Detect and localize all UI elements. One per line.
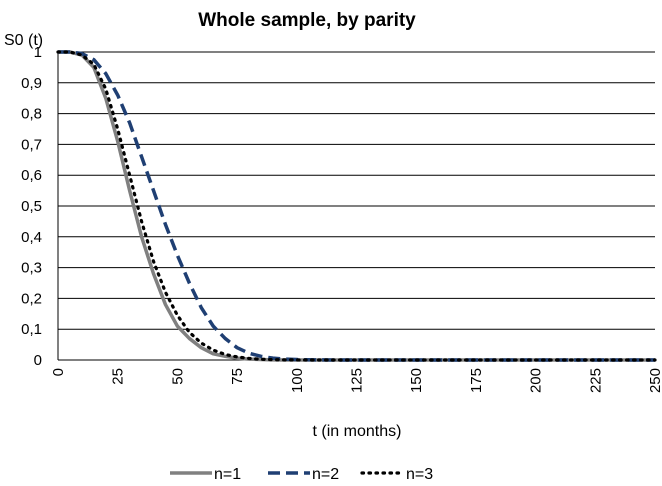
x-tick-label: 150 xyxy=(408,368,425,393)
legend-label: n=3 xyxy=(406,466,433,483)
series-lines xyxy=(56,50,657,362)
x-tick-label: 50 xyxy=(169,368,186,385)
x-axis-label: t (in months) xyxy=(313,423,402,440)
y-tick-label: 0,3 xyxy=(21,260,42,277)
x-tick-labels: 0 25 50 75 100 125 150 175 200 225 250 xyxy=(50,368,662,393)
x-tick-label: 75 xyxy=(229,368,246,385)
y-tick-label: 1 xyxy=(34,44,42,61)
y-axis-label: S0 (t) xyxy=(4,32,43,49)
legend: n=1 n=2 n=3 xyxy=(170,466,433,483)
x-tick-label: 25 xyxy=(110,368,127,385)
x-tick-label: 100 xyxy=(289,368,306,393)
y-tick-label: 0,7 xyxy=(21,136,42,153)
y-tick-label: 0,9 xyxy=(21,75,42,92)
chart-title: Whole sample, by parity xyxy=(198,10,416,31)
y-tick-label: 0,2 xyxy=(21,290,42,307)
series-line-3 xyxy=(56,50,657,362)
gridlines xyxy=(57,51,655,361)
x-tick-label: 250 xyxy=(647,368,662,393)
x-tick-label: 0 xyxy=(50,368,67,376)
x-tick-label: 225 xyxy=(587,368,604,393)
y-tick-label: 0 xyxy=(34,352,42,369)
y-tick-label: 0,6 xyxy=(21,167,42,184)
y-tick-label: 0,5 xyxy=(21,198,42,215)
legend-label: n=1 xyxy=(214,466,241,483)
y-tick-label: 0,1 xyxy=(21,321,42,338)
x-tick-label: 125 xyxy=(349,368,366,393)
x-tick-label: 200 xyxy=(528,368,545,393)
y-tick-label: 0,8 xyxy=(21,106,42,123)
x-tick-label: 175 xyxy=(468,368,485,393)
y-tick-label: 0,4 xyxy=(21,229,42,246)
series-line-2 xyxy=(58,50,655,362)
y-tick-labels: 0 0,1 0,2 0,3 0,4 0,5 0,6 0,7 0,8 0,9 1 xyxy=(21,44,42,369)
legend-label: n=2 xyxy=(312,466,339,483)
